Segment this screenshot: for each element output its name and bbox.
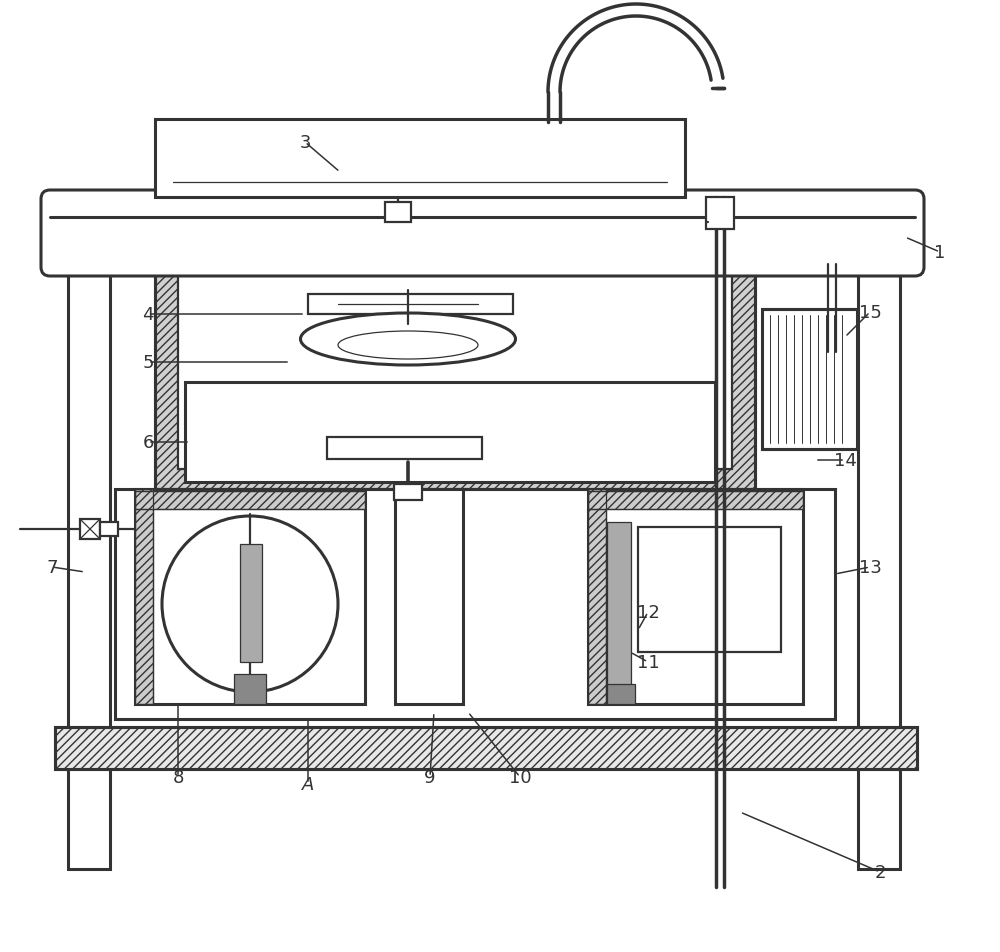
Text: 2: 2 <box>874 863 886 881</box>
Text: 15: 15 <box>859 304 881 322</box>
Text: 10: 10 <box>509 768 531 786</box>
Bar <box>858 252 900 869</box>
Bar <box>394 485 422 501</box>
Text: 5: 5 <box>142 353 154 371</box>
Bar <box>240 545 262 663</box>
FancyBboxPatch shape <box>41 190 924 277</box>
Bar <box>234 674 266 704</box>
Bar <box>607 684 635 704</box>
Ellipse shape <box>338 331 478 360</box>
Text: 12: 12 <box>637 604 659 622</box>
Bar <box>607 523 631 692</box>
Bar <box>638 527 781 652</box>
Bar <box>327 438 482 460</box>
Bar <box>178 275 732 469</box>
Text: 6: 6 <box>142 433 154 451</box>
Bar <box>68 252 110 869</box>
Bar <box>155 269 755 489</box>
Text: 11: 11 <box>637 653 659 671</box>
Bar <box>588 489 606 704</box>
Text: 14: 14 <box>834 451 856 469</box>
Circle shape <box>162 516 338 692</box>
Bar <box>395 489 463 704</box>
Bar <box>135 491 365 509</box>
Bar <box>588 491 803 509</box>
Bar <box>155 269 755 489</box>
Bar <box>100 523 118 536</box>
Bar <box>55 727 917 769</box>
Bar <box>385 203 411 223</box>
Text: 4: 4 <box>142 306 154 324</box>
Bar <box>55 727 917 769</box>
Bar <box>308 295 513 315</box>
Text: 3: 3 <box>299 134 311 151</box>
Bar <box>135 489 153 704</box>
Bar <box>115 489 835 720</box>
Bar <box>135 491 365 509</box>
Bar <box>762 309 857 449</box>
Text: 9: 9 <box>424 768 436 786</box>
Bar <box>588 489 606 704</box>
Bar <box>135 489 365 704</box>
Text: 1: 1 <box>934 244 946 262</box>
Bar <box>588 491 803 509</box>
Text: 7: 7 <box>46 559 58 576</box>
Bar <box>706 198 734 229</box>
Text: 8: 8 <box>172 768 184 786</box>
Text: A: A <box>302 775 314 793</box>
Bar <box>185 383 715 483</box>
Ellipse shape <box>300 313 516 366</box>
Bar <box>588 489 803 704</box>
Bar <box>135 489 153 704</box>
Bar <box>155 120 685 198</box>
Text: 13: 13 <box>859 559 881 576</box>
Bar <box>80 520 100 540</box>
